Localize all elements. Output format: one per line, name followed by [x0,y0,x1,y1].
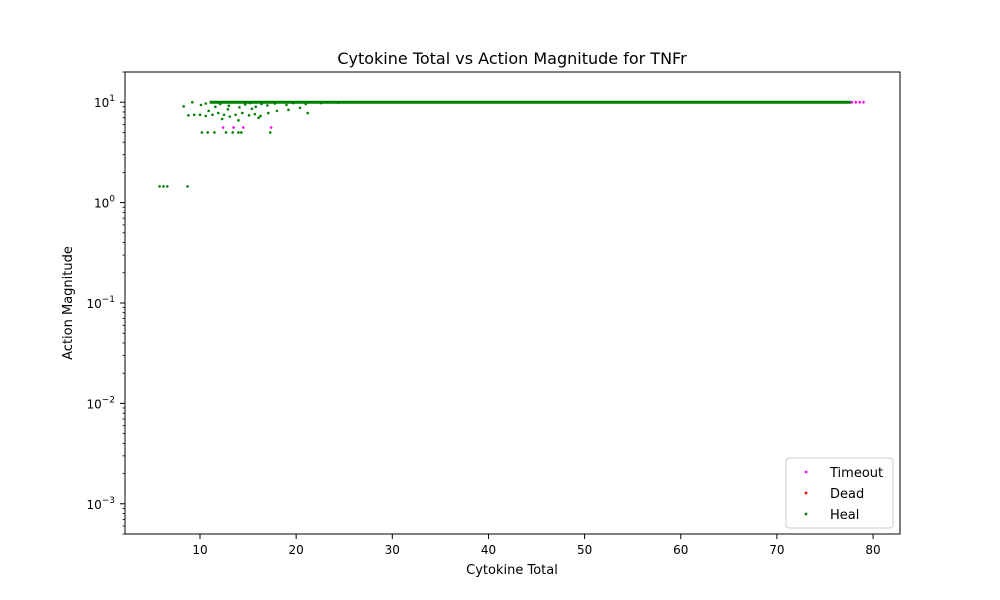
point-heal-56 [220,117,224,121]
point-heal-9 [237,131,240,134]
point-heal-26 [260,102,263,106]
point-heal-5 [206,131,209,134]
point-heal-20 [227,104,231,108]
y-tick-label-4: 10−3 [86,496,115,512]
point-timeout-3 [269,126,273,129]
point-heal-30 [285,103,288,107]
point-heal-14 [199,103,203,107]
point-heal-23 [243,103,247,106]
point-heal-55 [306,111,309,115]
point-heal-16 [210,100,213,104]
x-tick-label-40: 40 [481,543,496,557]
point-heal-46 [234,113,237,117]
legend-label-timeout: Timeout [829,466,883,481]
point-heal-60 [207,109,210,113]
x-tick-label-60: 60 [673,543,688,557]
point-timeout-0 [221,126,225,129]
point-heal-43 [216,111,220,115]
point-heal-47 [241,111,244,115]
point-heal-6 [213,131,216,134]
point-heal-41 [204,114,208,118]
legend-marker-timeout [804,470,808,474]
point-timeout-4 [850,100,854,104]
point-heal-27 [266,104,269,107]
legend-marker-heal [804,512,808,516]
point-heal-8 [231,131,234,134]
point-heal-13 [191,100,194,104]
point-heal-17 [214,105,217,109]
point-heal-24 [248,101,252,105]
point-heal-18 [218,102,222,106]
point-heal-34 [312,100,315,104]
point-heal-37 [337,101,340,104]
x-axis-label: Cytokine Total [466,563,558,578]
x-tick-label-20: 20 [289,543,304,557]
point-heal-44 [222,113,226,117]
legend: Timeout Dead Heal [785,457,894,529]
point-heal-11 [268,131,272,134]
point-heal-45 [228,115,232,118]
y-tick-label-3: 10−2 [86,395,115,411]
point-heal-7 [224,131,228,134]
point-heal-62 [250,107,254,111]
point-heal-52 [275,109,279,113]
legend-marker-dead [804,491,808,495]
legend-label-heal: Heal [830,508,859,523]
point-heal-58 [257,116,260,120]
point-heal-4 [200,131,204,134]
point-heal-19 [223,100,227,104]
point-heal-50 [259,114,262,118]
point-heal-35 [319,101,323,105]
point-heal-1 [162,185,165,188]
point-heal-59 [187,114,190,117]
point-heal-33 [304,102,308,106]
chart-title: Cytokine Total vs Action Magnitude for T… [337,49,687,68]
point-heal-49 [253,112,257,116]
point-heal-36 [328,100,332,104]
point-heal-3 [186,185,189,188]
x-tick-label-80: 80 [865,543,880,557]
point-heal-61 [226,108,230,111]
point-heal-0 [158,185,161,188]
legend-label-dead: Dead [830,487,864,502]
y-tick-label-1: 100 [94,195,115,211]
point-timeout-1 [232,126,235,129]
y-tick-label-2: 10−1 [86,295,115,311]
point-heal-21 [233,100,236,104]
point-heal-10 [240,131,243,134]
x-tick-label-10: 10 [192,543,207,557]
point-heal-39 [192,113,196,117]
point-heal-22 [238,106,241,109]
point-timeout-2 [241,126,245,129]
point-timeout-6 [858,100,861,104]
point-heal-32 [297,100,301,104]
x-tick-label-30: 30 [385,543,400,557]
y-axis-label: Action Magnitude [61,246,76,360]
point-heal-54 [298,106,302,110]
point-heal-48 [247,114,251,117]
axes-layer: 10 20 30 40 50 60 70 80 101 100 10−1 10−2 10−3 [86,71,881,557]
point-heal-42 [211,113,214,117]
point-timeout-7 [862,100,865,104]
point-heal-53 [287,108,290,112]
point-heal-25 [254,105,258,109]
points-layer [158,100,865,188]
point-timeout-5 [854,100,858,104]
legend-box [785,457,894,529]
point-heal-38 [347,100,351,104]
point-heal-28 [273,102,277,105]
point-heal-51 [266,111,270,115]
x-tick-label-70: 70 [769,543,784,557]
point-heal-31 [291,101,295,105]
y-tick-label-0: 101 [94,94,115,110]
point-heal-2 [166,185,169,188]
point-heal-29 [279,100,283,104]
x-tick-label-50: 50 [577,543,592,557]
point-heal-40 [198,113,202,117]
point-heal-12 [182,105,185,108]
point-heal-15 [204,102,208,105]
point-heal-57 [237,119,240,122]
